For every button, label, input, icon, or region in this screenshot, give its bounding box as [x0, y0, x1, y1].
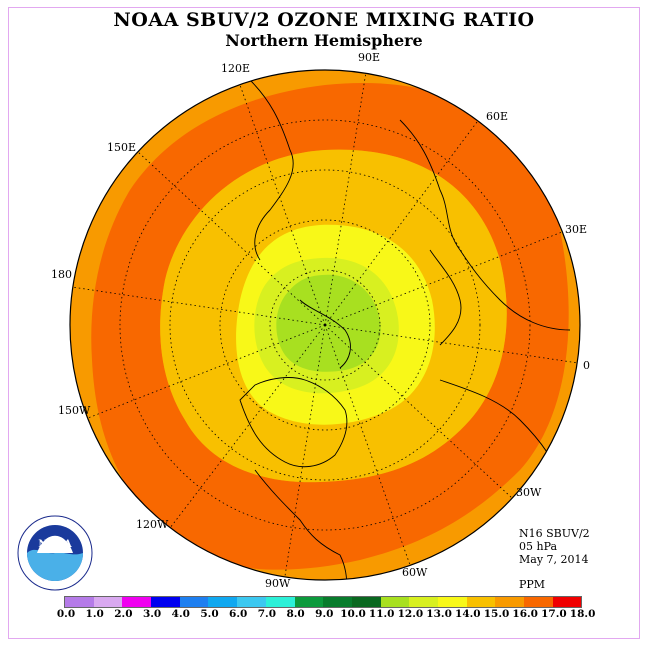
colorbar-segment [93, 597, 123, 607]
colorbar-segment [208, 597, 238, 607]
colorbar-segment [237, 597, 266, 607]
colorbar-tick-label: 12.0 [397, 608, 424, 620]
colorbar-tick-label: 3.0 [142, 608, 162, 620]
lon-label-120e: 120E [221, 62, 251, 75]
map-boundary [69, 69, 581, 581]
colorbar-segment [524, 597, 553, 607]
colorbar-tick-label: 5.0 [200, 608, 219, 620]
field-band [91, 82, 569, 570]
map-subtitle: Northern Hemisphere [225, 31, 423, 50]
colorbar-segment [179, 597, 209, 607]
level-label: 05 hPa [519, 540, 558, 553]
colorbar-tick-label: 17.0 [541, 608, 567, 620]
colorbar-segment [380, 597, 410, 607]
colorbar-tick-label: 0.0 [56, 608, 76, 620]
colorbar-tick-label: 4.0 [171, 608, 190, 620]
map-title: NOAA SBUV/2 OZONE MIXING RATIO [113, 9, 535, 31]
colorbar-tick-label: 13.0 [426, 608, 452, 620]
date-label: May 7, 2014 [519, 553, 589, 566]
colorbar-segment [122, 597, 152, 607]
colorbar-segment [409, 597, 438, 607]
colorbar-segment [265, 597, 295, 607]
lon-label-0: 0 [583, 359, 590, 372]
logo-text: NOAA [38, 539, 72, 550]
colorbar-segment [466, 597, 496, 607]
coastlines [239, 79, 571, 580]
colorbar-segment [323, 597, 352, 607]
colorbar-segment [294, 597, 324, 607]
instrument-label: N16 SBUV/2 [519, 527, 590, 540]
lon-label-90e: 90E [358, 51, 381, 64]
colorbar-tick-label: 1.0 [85, 608, 104, 620]
colorbar-segment [151, 597, 180, 607]
colorbar-tick-label: 10.0 [340, 608, 366, 620]
lon-label-120w: 120W [136, 518, 169, 531]
lon-label-180: 180 [51, 268, 72, 281]
colorbar-tick-label: 8.0 [286, 608, 305, 620]
figure-frame [8, 7, 640, 639]
colorbar-tick-label: 11.0 [368, 608, 395, 620]
colorbar-tick-label: 7.0 [257, 608, 277, 620]
field-ring11 [276, 274, 381, 372]
colorbar-tick-label: 14.0 [455, 608, 481, 620]
lon-label-90w: 90W [265, 577, 291, 590]
lon-label-60e: 60E [486, 110, 509, 123]
colorbar-tick-label: 15.0 [483, 608, 510, 620]
lon-label-30w: 30W [516, 486, 542, 499]
graticule [71, 71, 579, 577]
colorbar-tick-label: 18.0 [569, 608, 596, 620]
lon-label-30e: 30E [565, 223, 588, 236]
lon-label-150e: 150E [107, 141, 137, 154]
colorbar [64, 596, 583, 608]
colorbar-segment [65, 597, 94, 607]
colorbar-tick-label: 16.0 [512, 608, 538, 620]
lon-label-60w: 60W [402, 566, 428, 579]
noaa-logo: NOAA [17, 515, 93, 591]
lon-label-150w: 150W [58, 404, 91, 417]
colorbar-tick-label: 9.0 [315, 608, 334, 620]
colorbar-segment [351, 597, 381, 607]
unit-label: PPM [519, 578, 546, 591]
colorbar-segment [552, 597, 582, 607]
colorbar-tick-label: 2.0 [114, 608, 133, 620]
colorbar-tick-label: 6.0 [229, 608, 248, 620]
colorbar-segment [495, 597, 524, 607]
colorbar-segment [437, 597, 467, 607]
info-block: N16 SBUV/2 05 hPa May 7, 2014 PPM [519, 527, 590, 591]
